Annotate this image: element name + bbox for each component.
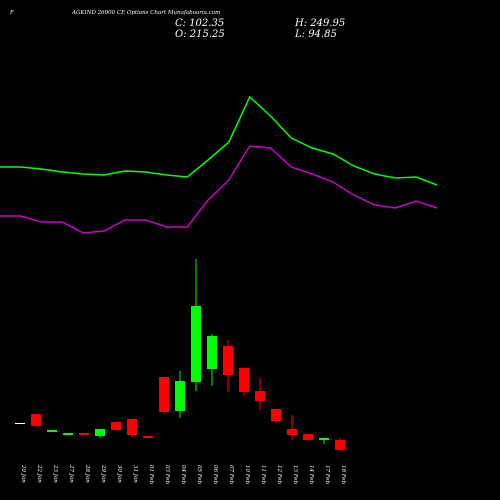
x-tick-label: 03 Feb [164, 465, 170, 485]
candle-body [63, 433, 73, 435]
candle-body [303, 434, 313, 440]
x-tick-label: 28 Jan [84, 464, 90, 483]
x-tick-label: 13 Feb [292, 465, 298, 485]
x-tick-label: 07 Feb [228, 465, 234, 485]
candle-body [31, 414, 41, 426]
candle-body [239, 368, 249, 392]
x-tick-label: 30 Jan [116, 465, 122, 483]
stat-low: L: 94.85 [294, 29, 337, 40]
candle-body [271, 409, 281, 421]
x-tick-label: 01 Feb [148, 465, 154, 485]
candle-body [255, 391, 265, 401]
candle-body [223, 346, 233, 375]
x-tick-label: 23 Jan [52, 464, 58, 483]
indicator-line [0, 145, 438, 234]
x-tick-label: 22 Jan [36, 464, 42, 483]
candle-body [95, 429, 105, 436]
candle-body [15, 423, 25, 424]
candle-body [335, 440, 345, 450]
candle-body [287, 429, 297, 435]
x-tick-label: 05 Feb [196, 465, 202, 485]
candle-body [207, 336, 217, 369]
stat-high: H: 249.95 [294, 18, 345, 29]
x-tick-label: 17 Feb [324, 465, 330, 485]
candle-body [47, 430, 57, 432]
x-tick-label: 14 Feb [308, 465, 314, 485]
indicator-line [0, 95, 438, 186]
x-tick-label: 04 Feb [180, 465, 186, 485]
x-tick-label: 29 Jan [100, 464, 106, 483]
chart-title: AGKIND 26000 CE Options Chart Munafaboar… [71, 10, 220, 16]
candle-body [111, 422, 121, 430]
candle-body [143, 436, 153, 438]
x-tick-label: 12 Feb [276, 465, 282, 485]
stat-close: C: 102.35 [175, 18, 224, 29]
x-tick-label: 10 Feb [244, 465, 250, 485]
candle-body [79, 433, 89, 435]
candle-body [191, 306, 201, 382]
x-tick-label: 18 Feb [340, 465, 346, 485]
x-tick-label: 20 Jan [20, 464, 26, 483]
x-tick-label: 31 Jan [132, 465, 138, 483]
x-tick-label: 27 Jan [68, 464, 74, 483]
x-tick-label: 06 Feb [212, 465, 218, 485]
title-prefix: F [9, 10, 14, 16]
candle-body [159, 377, 169, 412]
candle-body [319, 438, 329, 440]
candle-body [127, 419, 137, 435]
candle-body [175, 381, 185, 411]
x-tick-label: 11 Feb [260, 465, 266, 485]
stat-open: O: 215.25 [175, 29, 225, 40]
